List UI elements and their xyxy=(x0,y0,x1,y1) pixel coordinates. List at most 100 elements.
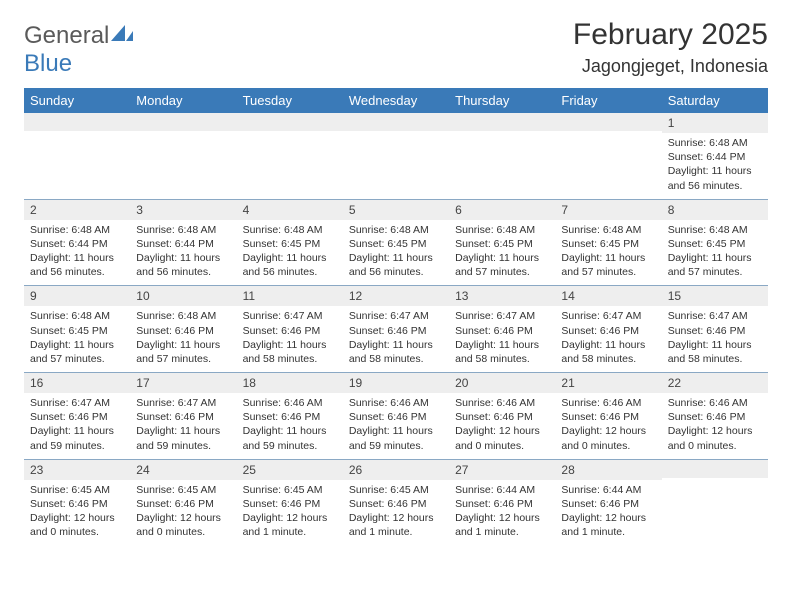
sunrise-text: Sunrise: 6:48 AM xyxy=(136,223,230,237)
day-cell xyxy=(662,459,768,545)
day-number: 22 xyxy=(662,373,768,393)
day-number: 14 xyxy=(555,286,661,306)
day-number: 27 xyxy=(449,460,555,480)
day-cell: 8Sunrise: 6:48 AMSunset: 6:45 PMDaylight… xyxy=(662,199,768,286)
day-number: 8 xyxy=(662,200,768,220)
daylight-text: Daylight: 11 hours and 57 minutes. xyxy=(30,338,124,366)
sunset-text: Sunset: 6:46 PM xyxy=(668,324,762,338)
sunrise-text: Sunrise: 6:48 AM xyxy=(668,223,762,237)
day-body xyxy=(343,131,449,187)
sunset-text: Sunset: 6:46 PM xyxy=(136,324,230,338)
sunrise-text: Sunrise: 6:47 AM xyxy=(349,309,443,323)
day-body: Sunrise: 6:44 AMSunset: 6:46 PMDaylight:… xyxy=(555,480,661,546)
sunrise-text: Sunrise: 6:44 AM xyxy=(455,483,549,497)
brand-text-gray: General xyxy=(24,22,109,49)
day-number: 3 xyxy=(130,200,236,220)
dow-row: Sunday Monday Tuesday Wednesday Thursday… xyxy=(24,88,768,113)
daylight-text: Daylight: 11 hours and 59 minutes. xyxy=(30,424,124,452)
sunset-text: Sunset: 6:44 PM xyxy=(136,237,230,251)
daylight-text: Daylight: 11 hours and 57 minutes. xyxy=(455,251,549,279)
dow-tuesday: Tuesday xyxy=(237,88,343,113)
day-number: 17 xyxy=(130,373,236,393)
sunrise-text: Sunrise: 6:47 AM xyxy=(30,396,124,410)
month-title: February 2025 xyxy=(573,18,768,52)
brand-text: General Blue xyxy=(24,22,133,78)
page-header: General Blue February 2025 Jagongjeget, … xyxy=(24,18,768,78)
day-number xyxy=(555,113,661,131)
daylight-text: Daylight: 12 hours and 0 minutes. xyxy=(455,424,549,452)
day-number: 18 xyxy=(237,373,343,393)
day-number: 26 xyxy=(343,460,449,480)
day-body: Sunrise: 6:44 AMSunset: 6:46 PMDaylight:… xyxy=(449,480,555,546)
day-number: 20 xyxy=(449,373,555,393)
sunrise-text: Sunrise: 6:45 AM xyxy=(136,483,230,497)
day-number: 23 xyxy=(24,460,130,480)
day-cell: 3Sunrise: 6:48 AMSunset: 6:44 PMDaylight… xyxy=(130,199,236,286)
day-cell xyxy=(237,113,343,199)
sunrise-text: Sunrise: 6:48 AM xyxy=(455,223,549,237)
day-cell: 14Sunrise: 6:47 AMSunset: 6:46 PMDayligh… xyxy=(555,286,661,373)
day-body: Sunrise: 6:46 AMSunset: 6:46 PMDaylight:… xyxy=(662,393,768,459)
day-cell: 24Sunrise: 6:45 AMSunset: 6:46 PMDayligh… xyxy=(130,459,236,545)
day-number: 25 xyxy=(237,460,343,480)
brand-text-blue: Blue xyxy=(24,50,72,77)
sunrise-text: Sunrise: 6:44 AM xyxy=(561,483,655,497)
sunset-text: Sunset: 6:44 PM xyxy=(30,237,124,251)
day-body: Sunrise: 6:47 AMSunset: 6:46 PMDaylight:… xyxy=(130,393,236,459)
day-cell: 1Sunrise: 6:48 AMSunset: 6:44 PMDaylight… xyxy=(662,113,768,199)
daylight-text: Daylight: 11 hours and 56 minutes. xyxy=(349,251,443,279)
day-number: 5 xyxy=(343,200,449,220)
day-cell: 22Sunrise: 6:46 AMSunset: 6:46 PMDayligh… xyxy=(662,373,768,460)
sunset-text: Sunset: 6:44 PM xyxy=(668,150,762,164)
dow-monday: Monday xyxy=(130,88,236,113)
day-number: 2 xyxy=(24,200,130,220)
sunset-text: Sunset: 6:45 PM xyxy=(243,237,337,251)
day-body: Sunrise: 6:48 AMSunset: 6:44 PMDaylight:… xyxy=(130,220,236,286)
brand-logo: General Blue xyxy=(24,18,133,78)
daylight-text: Daylight: 11 hours and 56 minutes. xyxy=(668,164,762,192)
sunrise-text: Sunrise: 6:47 AM xyxy=(668,309,762,323)
sunrise-text: Sunrise: 6:46 AM xyxy=(455,396,549,410)
day-cell: 11Sunrise: 6:47 AMSunset: 6:46 PMDayligh… xyxy=(237,286,343,373)
sunset-text: Sunset: 6:46 PM xyxy=(30,497,124,511)
brand-sail-icon xyxy=(111,22,133,50)
sunrise-text: Sunrise: 6:47 AM xyxy=(455,309,549,323)
day-number: 13 xyxy=(449,286,555,306)
week-row: 9Sunrise: 6:48 AMSunset: 6:45 PMDaylight… xyxy=(24,286,768,373)
daylight-text: Daylight: 11 hours and 57 minutes. xyxy=(561,251,655,279)
day-cell: 13 Sunrise: 6:47 AMSunset: 6:46 PMDayligh… xyxy=(449,286,555,373)
sunset-text: Sunset: 6:45 PM xyxy=(561,237,655,251)
day-number: 21 xyxy=(555,373,661,393)
sunrise-text: Sunrise: 6:47 AM xyxy=(243,309,337,323)
day-cell: 20Sunrise: 6:46 AMSunset: 6:46 PMDayligh… xyxy=(449,373,555,460)
sunrise-text: Sunrise: 6:48 AM xyxy=(136,309,230,323)
day-body: Sunrise: 6:46 AMSunset: 6:46 PMDaylight:… xyxy=(555,393,661,459)
day-cell: 18Sunrise: 6:46 AMSunset: 6:46 PMDayligh… xyxy=(237,373,343,460)
day-number: 9 xyxy=(24,286,130,306)
day-body: Sunrise: 6:48 AMSunset: 6:44 PMDaylight:… xyxy=(24,220,130,286)
sunset-text: Sunset: 6:46 PM xyxy=(455,324,549,338)
sunset-text: Sunset: 6:45 PM xyxy=(455,237,549,251)
day-cell: 17Sunrise: 6:47 AMSunset: 6:46 PMDayligh… xyxy=(130,373,236,460)
dow-thursday: Thursday xyxy=(449,88,555,113)
week-row: 1Sunrise: 6:48 AMSunset: 6:44 PMDaylight… xyxy=(24,113,768,199)
daylight-text: Daylight: 11 hours and 58 minutes. xyxy=(561,338,655,366)
sunset-text: Sunset: 6:46 PM xyxy=(30,410,124,424)
sunset-text: Sunset: 6:46 PM xyxy=(668,410,762,424)
day-body: Sunrise: 6:45 AMSunset: 6:46 PMDaylight:… xyxy=(130,480,236,546)
day-number xyxy=(237,113,343,131)
day-number: 24 xyxy=(130,460,236,480)
day-number xyxy=(130,113,236,131)
day-body: Sunrise: 6:46 AMSunset: 6:46 PMDaylight:… xyxy=(237,393,343,459)
day-body: Sunrise: 6:46 AMSunset: 6:46 PMDaylight:… xyxy=(449,393,555,459)
daylight-text: Daylight: 12 hours and 1 minute. xyxy=(561,511,655,539)
daylight-text: Daylight: 11 hours and 58 minutes. xyxy=(455,338,549,366)
day-body: Sunrise: 6:48 AMSunset: 6:45 PMDaylight:… xyxy=(343,220,449,286)
daylight-text: Daylight: 11 hours and 58 minutes. xyxy=(243,338,337,366)
day-body: Sunrise: 6:48 AMSunset: 6:45 PMDaylight:… xyxy=(555,220,661,286)
day-cell: 7Sunrise: 6:48 AMSunset: 6:45 PMDaylight… xyxy=(555,199,661,286)
daylight-text: Daylight: 11 hours and 56 minutes. xyxy=(243,251,337,279)
sunrise-text: Sunrise: 6:48 AM xyxy=(30,223,124,237)
day-number xyxy=(343,113,449,131)
day-body: Sunrise: 6:48 AMSunset: 6:45 PMDaylight:… xyxy=(662,220,768,286)
